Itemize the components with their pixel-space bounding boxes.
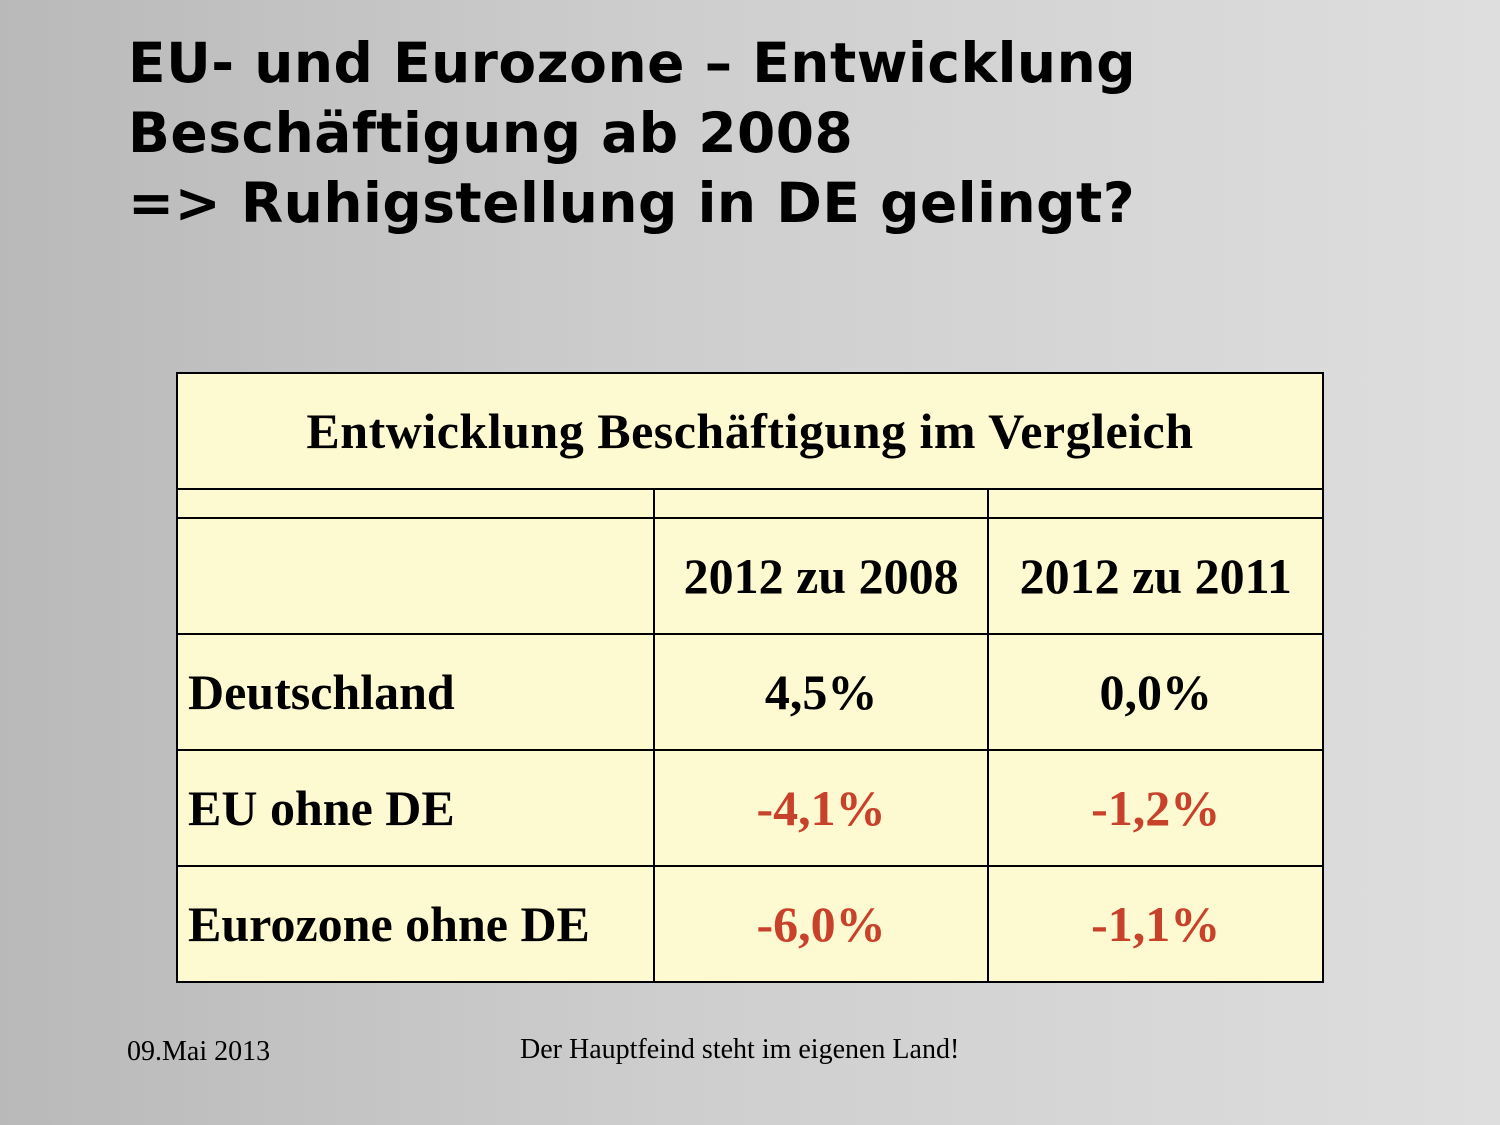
spacer-cell <box>176 488 655 519</box>
table-caption: Entwicklung Beschäftigung im Vergleich <box>176 372 1324 490</box>
row-label-eu-ohne-de: EU ohne DE <box>176 749 655 867</box>
value-cell: -1,1% <box>987 865 1324 983</box>
value-cell: 0,0% <box>987 633 1324 751</box>
footer-text: Der Hauptfeind steht im eigenen Land! <box>520 1034 960 1065</box>
employment-comparison-table: Entwicklung Beschäftigung im Vergleich 2… <box>176 372 1324 983</box>
footer-date: 09.Mai 2013 <box>127 1036 271 1067</box>
value-cell: -6,0% <box>652 865 990 983</box>
row-label-deutschland: Deutschland <box>176 633 655 751</box>
header-cell-2012-vs-2008: 2012 zu 2008 <box>652 517 990 635</box>
table-header-row: 2012 zu 2008 2012 zu 2011 <box>176 517 1324 635</box>
slide-title-line-2: Beschäftigung ab 2008 <box>128 101 854 165</box>
slide-title-line-3: => Ruhigstellung in DE gelingt? <box>128 171 1136 235</box>
header-cell-2012-vs-2011: 2012 zu 2011 <box>987 517 1324 635</box>
table-spacer-row <box>176 488 1324 519</box>
spacer-cell <box>987 488 1324 519</box>
value-cell: 4,5% <box>652 633 990 751</box>
table-caption-row: Entwicklung Beschäftigung im Vergleich <box>176 372 1324 490</box>
spacer-cell <box>652 488 990 519</box>
table-row: EU ohne DE -4,1% -1,2% <box>176 749 1324 867</box>
slide-title-line-1: EU- und Eurozone – Entwicklung <box>128 31 1137 95</box>
slide-title: EU- und Eurozone – Entwicklung Beschäfti… <box>128 28 1136 238</box>
table-row: Eurozone ohne DE -6,0% -1,1% <box>176 865 1324 983</box>
value-cell: -4,1% <box>652 749 990 867</box>
row-label-eurozone-ohne-de: Eurozone ohne DE <box>176 865 655 983</box>
table-row: Deutschland 4,5% 0,0% <box>176 633 1324 751</box>
value-cell: -1,2% <box>987 749 1324 867</box>
header-cell-empty <box>176 517 655 635</box>
